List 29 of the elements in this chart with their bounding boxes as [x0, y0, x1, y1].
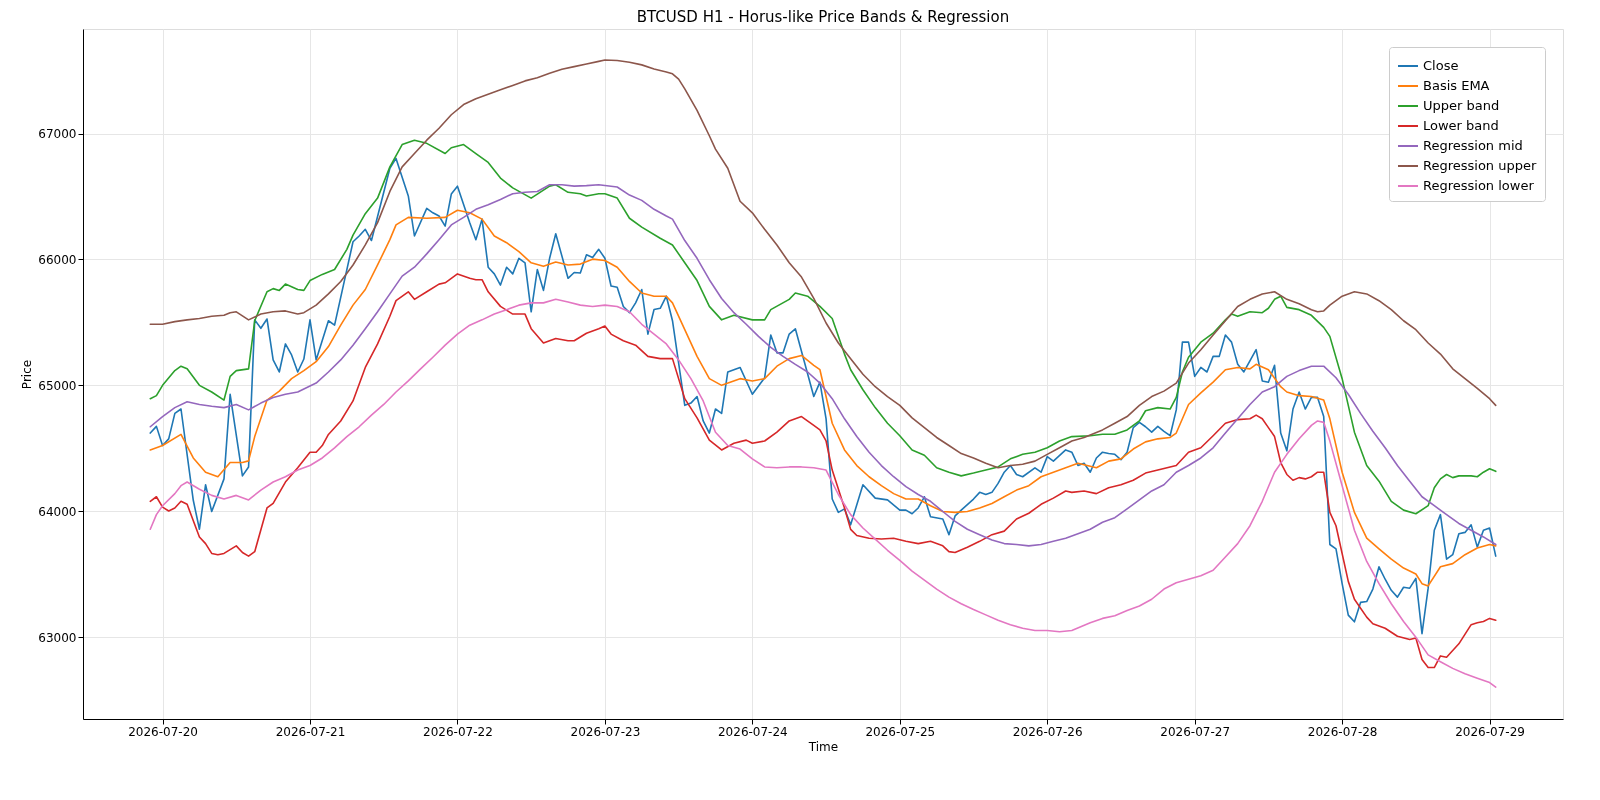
x-tick-label: 2026-07-27 [1160, 724, 1231, 739]
legend-label: Regression lower [1423, 178, 1535, 193]
y-tick-label: 67000 [38, 127, 77, 142]
x-tick-label: 2026-07-21 [275, 724, 346, 739]
x-tick-label: 2026-07-20 [128, 724, 198, 739]
x-tick-label: 2026-07-26 [1012, 724, 1083, 739]
line-series [149, 209, 1497, 587]
line-series [149, 157, 1497, 635]
legend-label: Close [1423, 58, 1459, 73]
chart-title: BTCUSD H1 - Horus-like Price Bands & Regression [636, 8, 1010, 26]
x-tick-label: 2026-07-29 [1455, 724, 1525, 739]
legend-label: Basis EMA [1423, 78, 1490, 93]
y-tick-label: 63000 [38, 630, 77, 645]
x-tick-label: 2026-07-25 [865, 724, 936, 739]
y-axis-title: Price [20, 359, 35, 390]
x-tick-label: 2026-07-22 [423, 724, 493, 739]
y-tick-label: 65000 [38, 378, 77, 393]
legend-label: Regression upper [1423, 158, 1537, 173]
x-tick-label: 2026-07-23 [570, 724, 641, 739]
line-series [149, 59, 1497, 469]
legend-label: Upper band [1423, 98, 1500, 113]
x-tick-label: 2026-07-28 [1307, 724, 1378, 739]
line-series [149, 139, 1497, 515]
x-axis-title: Time [807, 739, 839, 754]
y-tick-label: 66000 [38, 252, 77, 267]
y-tick-label: 64000 [38, 504, 77, 519]
legend-label: Regression mid [1423, 138, 1523, 153]
legend-label: Lower band [1423, 118, 1499, 133]
x-tick-label: 2026-07-24 [717, 724, 788, 739]
